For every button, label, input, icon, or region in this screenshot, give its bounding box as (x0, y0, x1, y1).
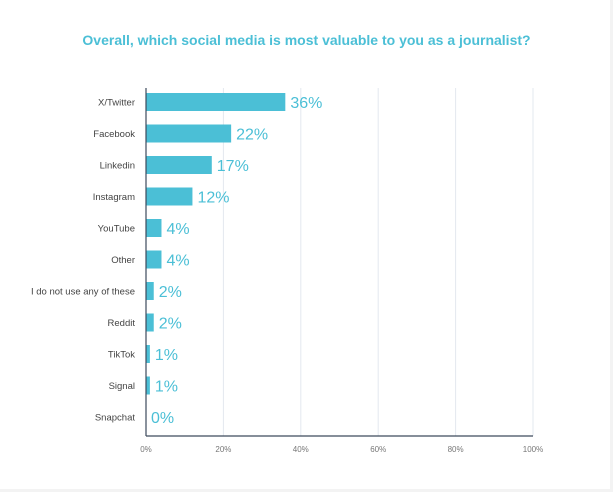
bar (146, 313, 154, 332)
data-label: 36% (290, 95, 322, 112)
y-category-label: Reddit (108, 318, 136, 329)
x-tick-label: 40% (293, 445, 309, 454)
bar (146, 156, 212, 174)
data-label: 0% (151, 410, 174, 427)
x-tick-label: 80% (448, 445, 464, 454)
x-tick-label: 100% (523, 445, 543, 454)
y-category-label: Snapchat (95, 413, 136, 424)
data-label: 22% (236, 127, 268, 144)
y-category-label: Instagram (93, 192, 135, 203)
bar (146, 345, 150, 363)
bar (146, 124, 232, 143)
data-label: 4% (166, 253, 189, 270)
data-label: 1% (155, 347, 178, 364)
data-label: 12% (197, 190, 229, 207)
y-category-label: Signal (109, 381, 135, 392)
y-category-label: I do not use any of these (31, 287, 135, 298)
x-tick-label: 20% (215, 445, 231, 454)
bar (146, 282, 154, 300)
y-category-label: YouTube (98, 224, 135, 235)
data-label: 2% (159, 284, 182, 301)
bar (146, 219, 162, 237)
bar (146, 187, 193, 206)
data-label: 4% (166, 221, 189, 238)
data-label: 2% (159, 316, 182, 333)
data-label: 1% (155, 379, 178, 396)
bar (146, 250, 162, 269)
bar (146, 376, 150, 395)
x-tick-label: 0% (140, 445, 152, 454)
data-label: 17% (217, 158, 249, 175)
y-category-label: X/Twitter (98, 98, 135, 109)
bar (146, 93, 286, 111)
y-category-label: Other (111, 255, 135, 266)
y-category-label: Linkedin (100, 161, 135, 172)
chart-title: Overall, which social media is most valu… (82, 32, 531, 48)
y-category-label: TikTok (108, 350, 135, 361)
y-category-label: Facebook (93, 129, 135, 140)
x-tick-label: 60% (370, 445, 386, 454)
